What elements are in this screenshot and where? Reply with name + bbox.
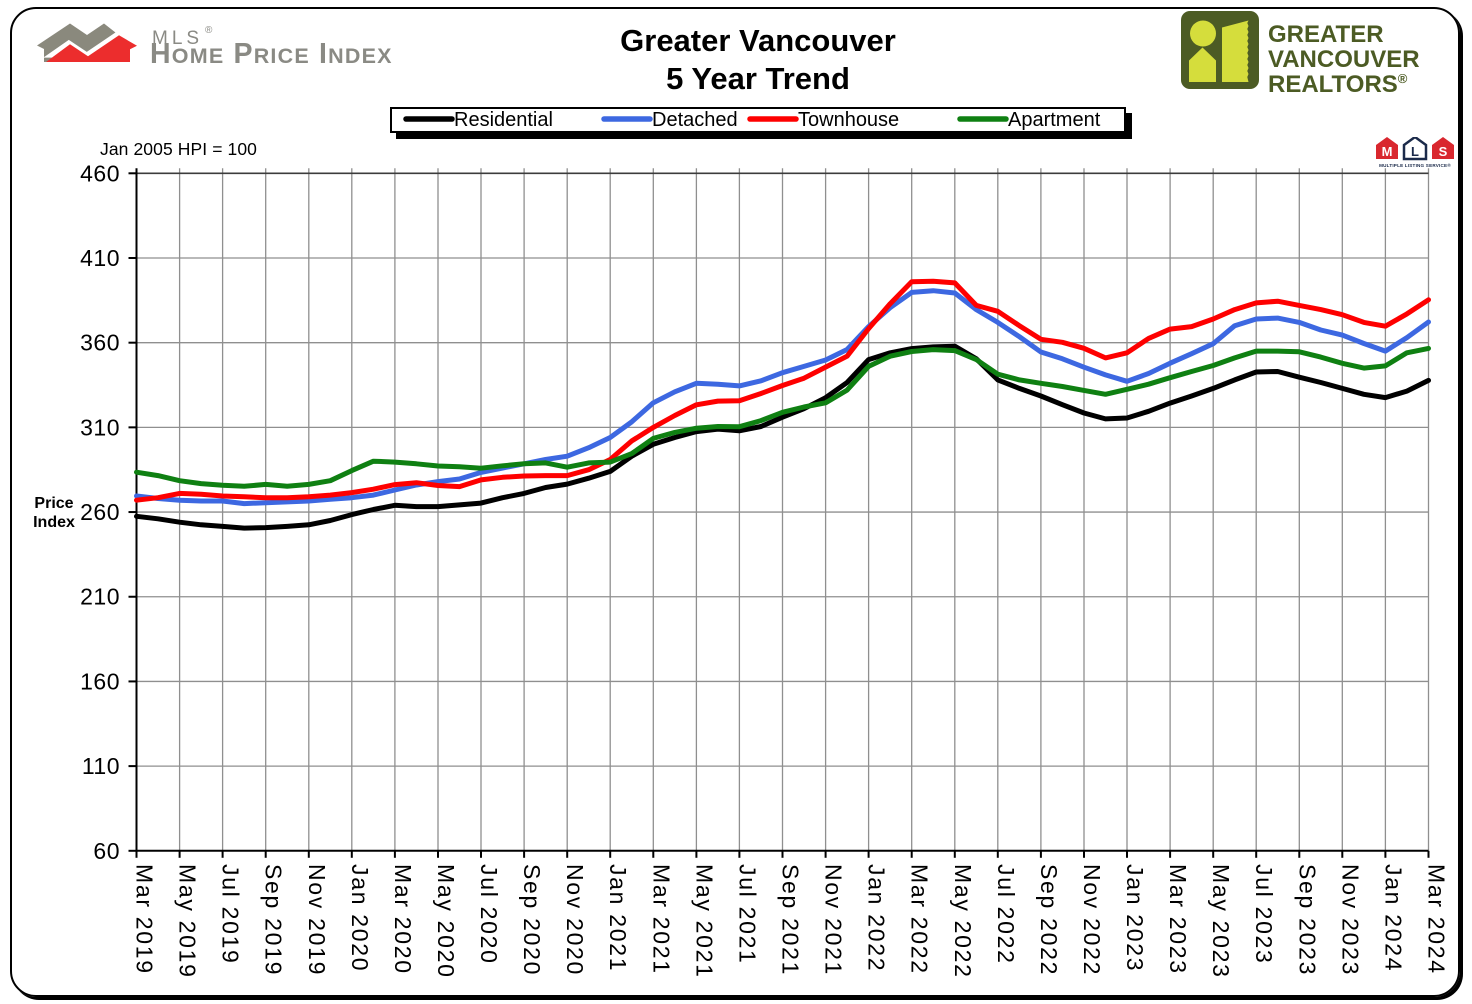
svg-text:S: S	[1439, 144, 1448, 159]
svg-text:May 2021: May 2021	[691, 864, 717, 979]
svg-text:Nov 2021: Nov 2021	[821, 864, 847, 976]
svg-text:May 2020: May 2020	[433, 864, 459, 979]
svg-text:Jul 2022: Jul 2022	[993, 864, 1019, 965]
svg-text:Jan 2020: Jan 2020	[347, 864, 373, 972]
svg-text:Jul 2023: Jul 2023	[1251, 864, 1277, 965]
svg-text:Detached: Detached	[652, 109, 738, 131]
svg-text:Nov 2020: Nov 2020	[562, 864, 588, 976]
svg-text:®: ®	[205, 25, 213, 36]
svg-text:Mar 2023: Mar 2023	[1165, 864, 1191, 975]
svg-text:Sep 2019: Sep 2019	[261, 864, 287, 976]
svg-text:Nov 2023: Nov 2023	[1337, 864, 1363, 976]
svg-text:110: 110	[82, 753, 120, 779]
svg-text:Residential: Residential	[454, 109, 553, 131]
svg-text:Sep 2021: Sep 2021	[778, 864, 804, 976]
svg-text:Jul 2019: Jul 2019	[218, 864, 244, 965]
svg-text:60: 60	[93, 838, 120, 864]
svg-text:310: 310	[80, 414, 120, 440]
svg-text:Nov 2022: Nov 2022	[1079, 864, 1105, 976]
svg-text:Sep 2020: Sep 2020	[519, 864, 545, 976]
svg-text:Sep 2023: Sep 2023	[1294, 864, 1320, 976]
svg-text:May 2019: May 2019	[175, 864, 201, 979]
svg-text:Jan 2024: Jan 2024	[1380, 864, 1406, 972]
svg-text:HOME PRICE INDEX: HOME PRICE INDEX	[150, 38, 393, 70]
svg-text:410: 410	[80, 245, 120, 271]
svg-text:Jan 2022: Jan 2022	[864, 864, 890, 972]
svg-text:Mar 2022: Mar 2022	[907, 864, 933, 975]
svg-text:MULTIPLE LISTING SERVICE®: MULTIPLE LISTING SERVICE®	[1379, 162, 1451, 168]
svg-text:Apartment: Apartment	[1008, 109, 1101, 131]
svg-text:210: 210	[80, 584, 120, 610]
svg-text:MLS: MLS	[152, 28, 203, 49]
svg-text:GREATER: GREATER	[1268, 21, 1384, 48]
svg-text:May 2023: May 2023	[1208, 864, 1234, 979]
svg-text:Mar 2019: Mar 2019	[132, 864, 158, 975]
svg-text:VANCOUVER: VANCOUVER	[1268, 46, 1420, 73]
svg-text:Nov 2019: Nov 2019	[304, 864, 330, 976]
svg-text:160: 160	[80, 668, 120, 694]
svg-text:Townhouse: Townhouse	[798, 109, 899, 131]
svg-text:Mar 2021: Mar 2021	[648, 864, 674, 975]
svg-text:Mar 2024: Mar 2024	[1424, 864, 1450, 975]
svg-text:260: 260	[80, 499, 120, 525]
svg-text:L: L	[1411, 144, 1419, 159]
svg-text:Jul 2021: Jul 2021	[734, 864, 760, 965]
svg-text:M: M	[1382, 144, 1393, 159]
svg-text:May 2022: May 2022	[950, 864, 976, 979]
svg-text:Sep 2022: Sep 2022	[1036, 864, 1062, 976]
svg-text:460: 460	[80, 160, 120, 186]
svg-text:360: 360	[80, 330, 120, 356]
svg-text:Jan 2023: Jan 2023	[1122, 864, 1148, 972]
svg-text:Jan 2021: Jan 2021	[605, 864, 631, 972]
svg-text:REALTORS®: REALTORS®	[1268, 71, 1408, 93]
svg-text:Mar 2020: Mar 2020	[390, 864, 416, 975]
svg-text:Jul 2020: Jul 2020	[476, 864, 502, 965]
